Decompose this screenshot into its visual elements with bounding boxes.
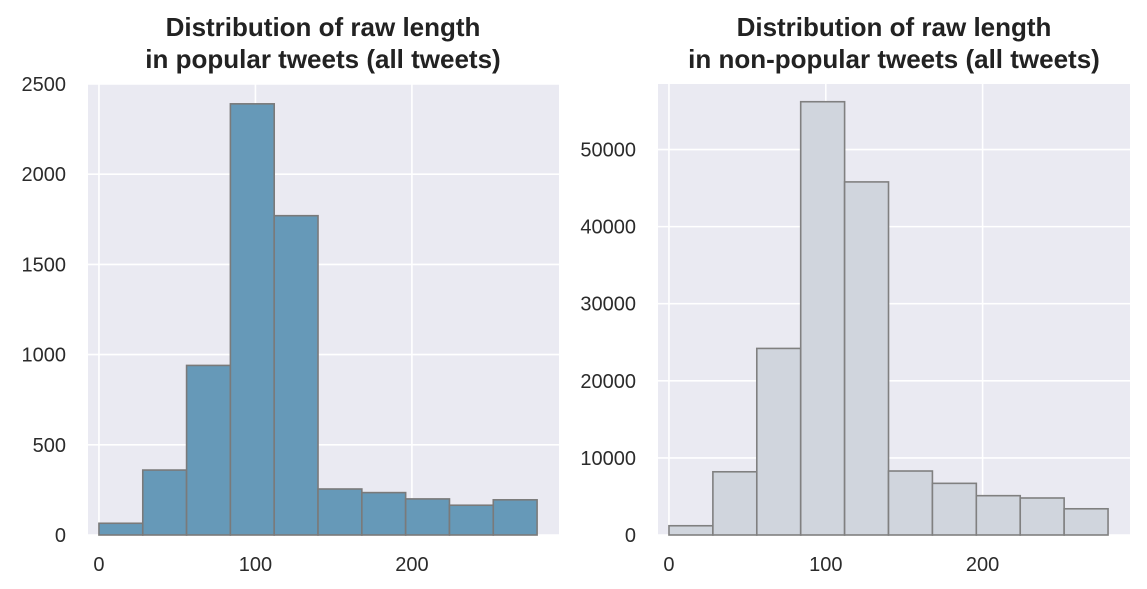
y-tick-label: 20000 [580,371,636,393]
histogram-bar [185,364,232,536]
histogram-bar [799,100,846,536]
histogram-bar [712,470,758,536]
histogram-bar [141,469,188,536]
y-tick-label: 0 [55,525,66,547]
chart-title-line1: Distribution of raw length [737,12,1052,42]
histogram-bar [1063,507,1109,536]
histogram-bar [668,524,714,536]
histogram-bar [975,494,1022,536]
chart-title-line2: in popular tweets (all tweets) [145,44,500,74]
x-tick-label: 200 [395,554,428,576]
y-tick-label: 1500 [22,254,67,276]
x-tick-label: 100 [239,554,272,576]
plot-area [88,84,559,535]
y-tick-label: 2000 [22,164,67,186]
y-tick-label: 30000 [580,294,636,316]
histogram-bar [755,347,802,536]
histogram-bar [361,491,407,536]
x-tick-label: 0 [93,554,104,576]
histogram-bar [887,470,934,536]
histogram-bar [492,499,538,536]
y-tick-label: 40000 [580,217,636,239]
histogram-bar [273,214,319,536]
y-tick-label: 2500 [22,74,67,96]
y-tick-label: 1000 [22,345,67,367]
histogram-bar [229,103,276,536]
y-tick-label: 10000 [580,448,636,470]
non-popular-tweets-histogram-panel: Distribution of raw length in non-popula… [580,12,1130,576]
histogram-bar [448,504,495,536]
histogram-bar [404,498,451,536]
x-tick-label: 200 [966,554,999,576]
x-tick-label: 0 [663,554,674,576]
x-tick-label: 100 [809,554,842,576]
chart-title-line2: in non-popular tweets (all tweets) [688,44,1100,74]
popular-tweets-histogram-panel: Distribution of raw length in popular tw… [22,12,559,576]
histogram-bar [931,482,978,536]
y-tick-label: 50000 [580,140,636,162]
y-tick-label: 500 [33,435,66,457]
histogram-bar [1019,497,1065,536]
histogram-bar [98,522,144,536]
chart-title-line1: Distribution of raw length [166,12,481,42]
y-tick-label: 0 [625,525,636,547]
histogram-bar [843,181,890,536]
histogram-bar [317,488,363,536]
plot-area [658,84,1130,535]
